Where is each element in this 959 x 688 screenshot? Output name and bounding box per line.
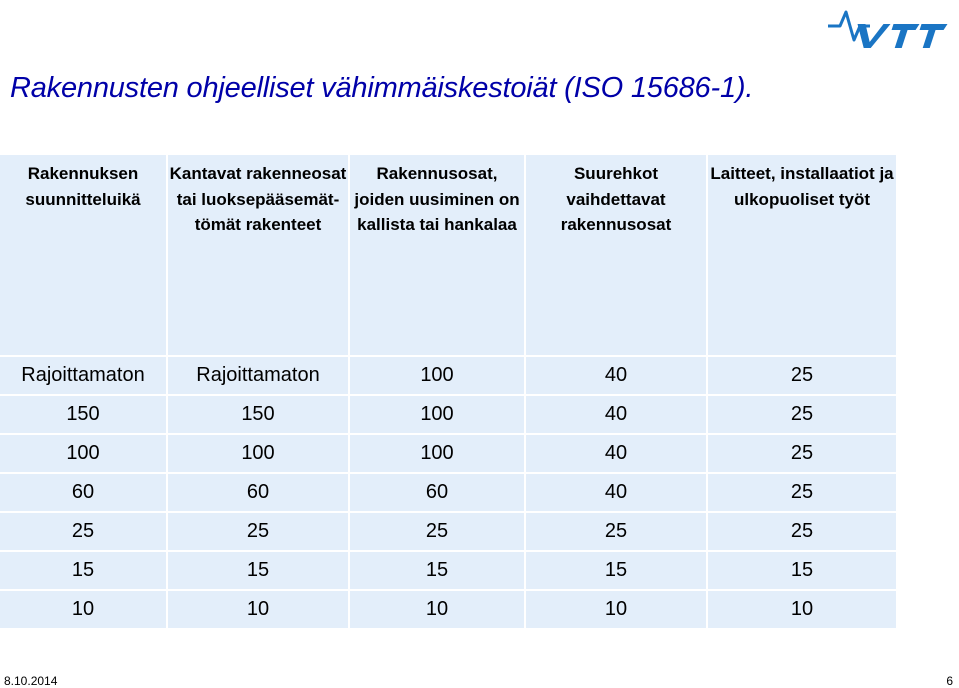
header-costly-parts: Rakennusosat, joiden uusiminen on kallis… [350, 155, 526, 357]
table-cell: 40 [526, 357, 708, 396]
table-cell: 15 [168, 552, 350, 591]
page-number: 6 [946, 674, 953, 688]
table-cell: 10 [708, 591, 896, 630]
table-row: 60 60 60 40 25 [0, 474, 896, 513]
table-cell: 150 [0, 396, 168, 435]
footer-date: 8.10.2014 [4, 674, 58, 688]
table-cell: 25 [708, 435, 896, 474]
vtt-logo [828, 10, 948, 48]
header-replaceable-parts: Suurehkot vaihdettavat rakennusosat [526, 155, 708, 357]
table-cell: Rajoittamaton [0, 357, 168, 396]
table-cell: 25 [0, 513, 168, 552]
table-cell: 60 [168, 474, 350, 513]
table-cell: 40 [526, 474, 708, 513]
table-row: 150 150 100 40 25 [0, 396, 896, 435]
table-cell: 100 [350, 396, 526, 435]
table-cell: 25 [350, 513, 526, 552]
table-cell: 15 [0, 552, 168, 591]
table-cell: 10 [350, 591, 526, 630]
table-cell: 25 [708, 513, 896, 552]
table-cell: 100 [168, 435, 350, 474]
header-installations: Laitteet, installaatiot ja ulkopuoliset … [708, 155, 896, 357]
table-row: 15 15 15 15 15 [0, 552, 896, 591]
table-cell: 40 [526, 435, 708, 474]
durability-table: Rakennuksen suunnitteluikä Kantavat rake… [0, 155, 896, 630]
table-row: 100 100 100 40 25 [0, 435, 896, 474]
table-cell: 25 [708, 357, 896, 396]
table-cell: 15 [350, 552, 526, 591]
table-cell: 15 [526, 552, 708, 591]
slide-title: Rakennusten ohjeelliset vähimmäiskestoiä… [10, 72, 754, 104]
table-cell: 10 [0, 591, 168, 630]
table-cell: 100 [0, 435, 168, 474]
table-cell: 25 [526, 513, 708, 552]
table-cell: 150 [168, 396, 350, 435]
table-cell: 25 [168, 513, 350, 552]
table-row: 10 10 10 10 10 [0, 591, 896, 630]
table-cell: Rajoittamaton [168, 357, 350, 396]
table-cell: 25 [708, 396, 896, 435]
table-cell: 100 [350, 435, 526, 474]
table-cell: 25 [708, 474, 896, 513]
table-cell: 60 [0, 474, 168, 513]
table-row: 25 25 25 25 25 [0, 513, 896, 552]
table-cell: 40 [526, 396, 708, 435]
table-cell: 10 [168, 591, 350, 630]
table-header-row: Rakennuksen suunnitteluikä Kantavat rake… [0, 155, 896, 357]
table-cell: 60 [350, 474, 526, 513]
table-cell: 100 [350, 357, 526, 396]
table-row: Rajoittamaton Rajoittamaton 100 40 25 [0, 357, 896, 396]
table-cell: 10 [526, 591, 708, 630]
header-design-life: Rakennuksen suunnitteluikä [0, 155, 168, 357]
header-load-bearing: Kantavat rakenneosat tai luoksepääsemät-… [168, 155, 350, 357]
table-cell: 15 [708, 552, 896, 591]
